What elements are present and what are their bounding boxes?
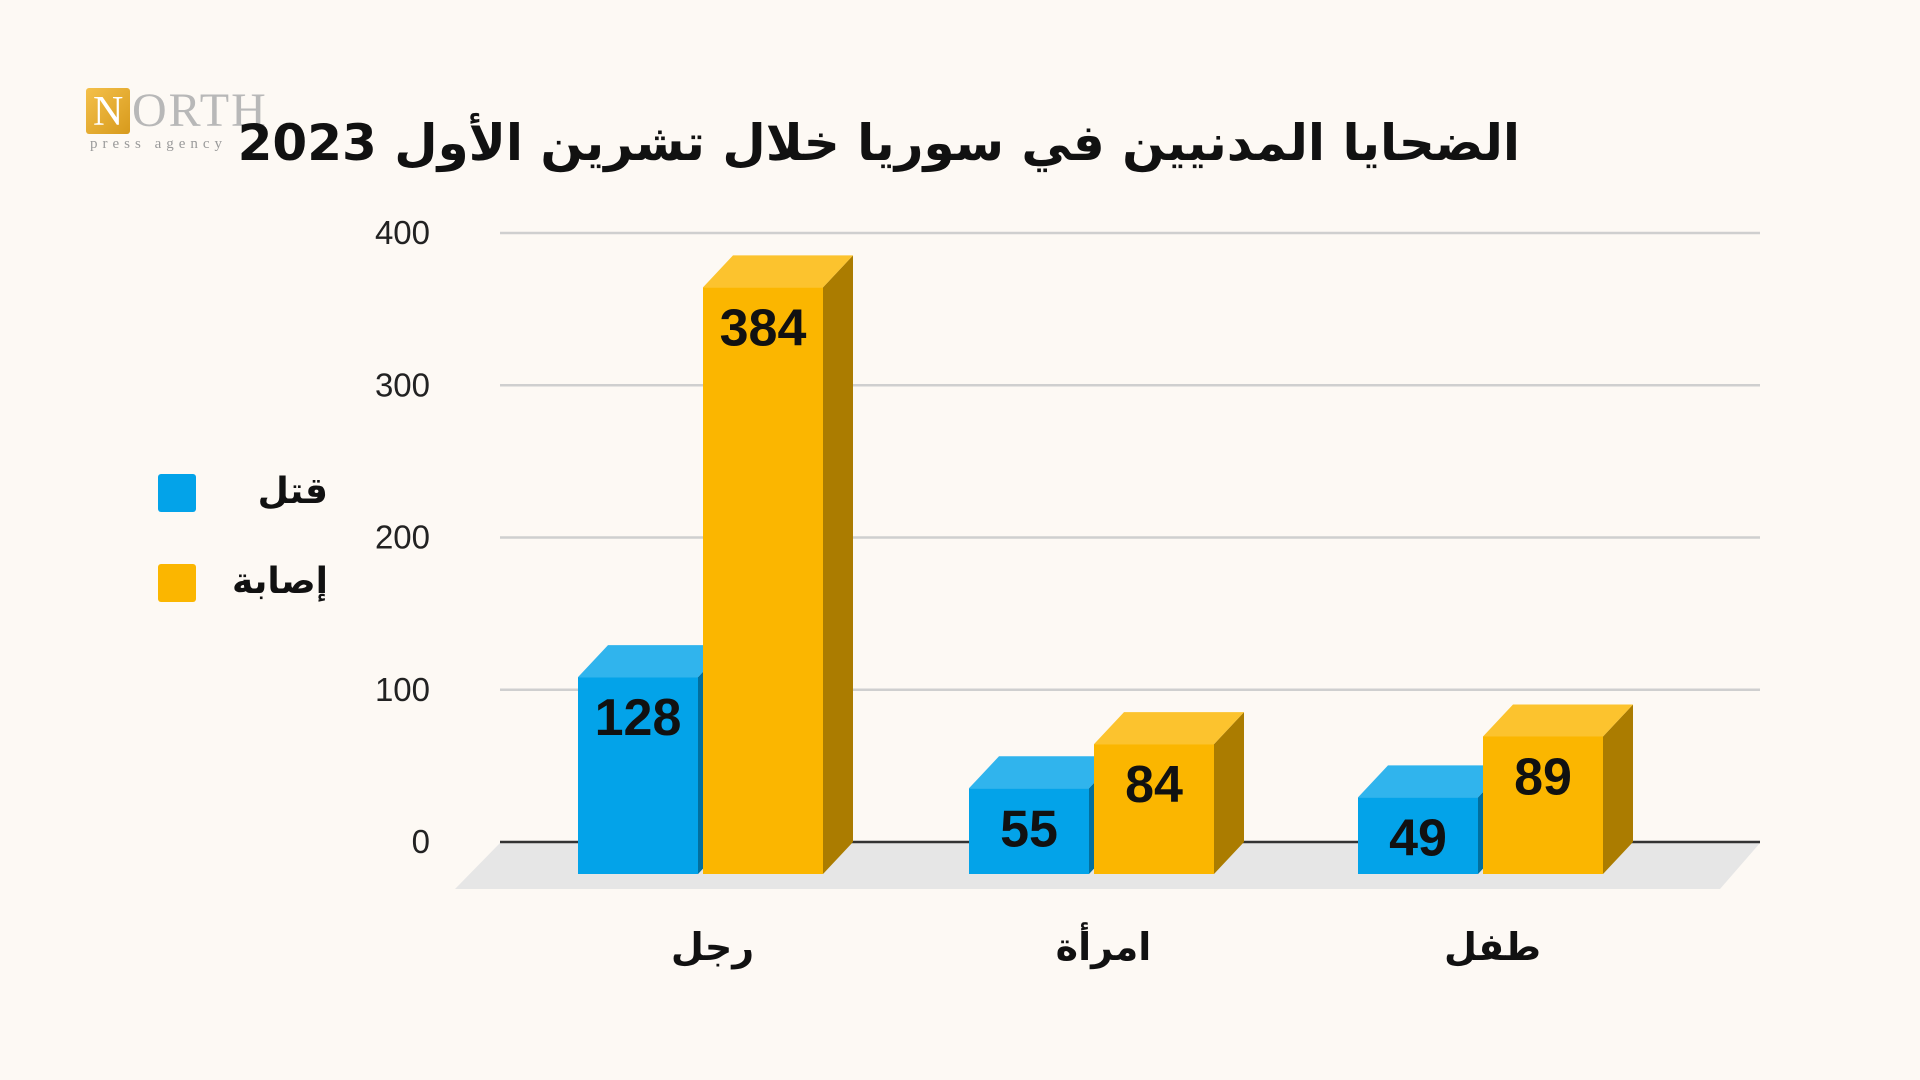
bar-top	[969, 756, 1119, 789]
bar-top	[578, 645, 728, 678]
north-press-logo: N ORTH press agency	[86, 84, 306, 154]
bar	[703, 287, 823, 874]
bar-top	[703, 255, 853, 288]
data-label: 89	[1514, 748, 1572, 806]
data-label: 55	[1000, 800, 1058, 858]
bar	[1094, 744, 1214, 874]
data-label: 84	[1125, 756, 1183, 814]
bar-top	[1483, 704, 1633, 737]
y-tick-label: 300	[375, 366, 430, 403]
legend-swatch-injured	[158, 564, 196, 602]
legend-item-injured: إصابة	[158, 560, 328, 606]
bar-side	[1603, 704, 1633, 874]
y-tick-label: 0	[412, 823, 430, 860]
x-category-label: امرأة	[1056, 922, 1152, 969]
data-label: 128	[595, 689, 682, 747]
bar-side	[823, 255, 853, 875]
logo-mark-letter: N	[93, 89, 124, 135]
chart-title: الضحايا المدنيين في سوريا خلال تشرين الأ…	[237, 114, 1520, 172]
logo-subtitle: press agency	[90, 136, 228, 152]
x-category-label: رجل	[671, 925, 754, 969]
bar	[1358, 797, 1478, 874]
y-tick-label: 200	[375, 519, 430, 556]
bar	[578, 677, 698, 874]
y-tick-label: 100	[375, 671, 430, 708]
bar	[1483, 736, 1603, 874]
legend-swatch-killed	[158, 474, 196, 512]
data-label: 49	[1389, 809, 1447, 867]
x-category-label: طفل	[1444, 925, 1541, 969]
legend-label-injured: إصابة	[232, 561, 328, 602]
bar-top	[1358, 765, 1508, 798]
logo-mark: N	[86, 88, 130, 134]
data-label: 384	[720, 299, 807, 357]
bar	[969, 788, 1089, 874]
bar-top	[1094, 712, 1244, 745]
logo-word: ORTH	[132, 84, 268, 137]
y-tick-label: 400	[375, 214, 430, 251]
legend-item-killed: قتل	[158, 470, 328, 516]
bar-side	[1214, 712, 1244, 874]
legend-label-killed: قتل	[257, 471, 328, 512]
